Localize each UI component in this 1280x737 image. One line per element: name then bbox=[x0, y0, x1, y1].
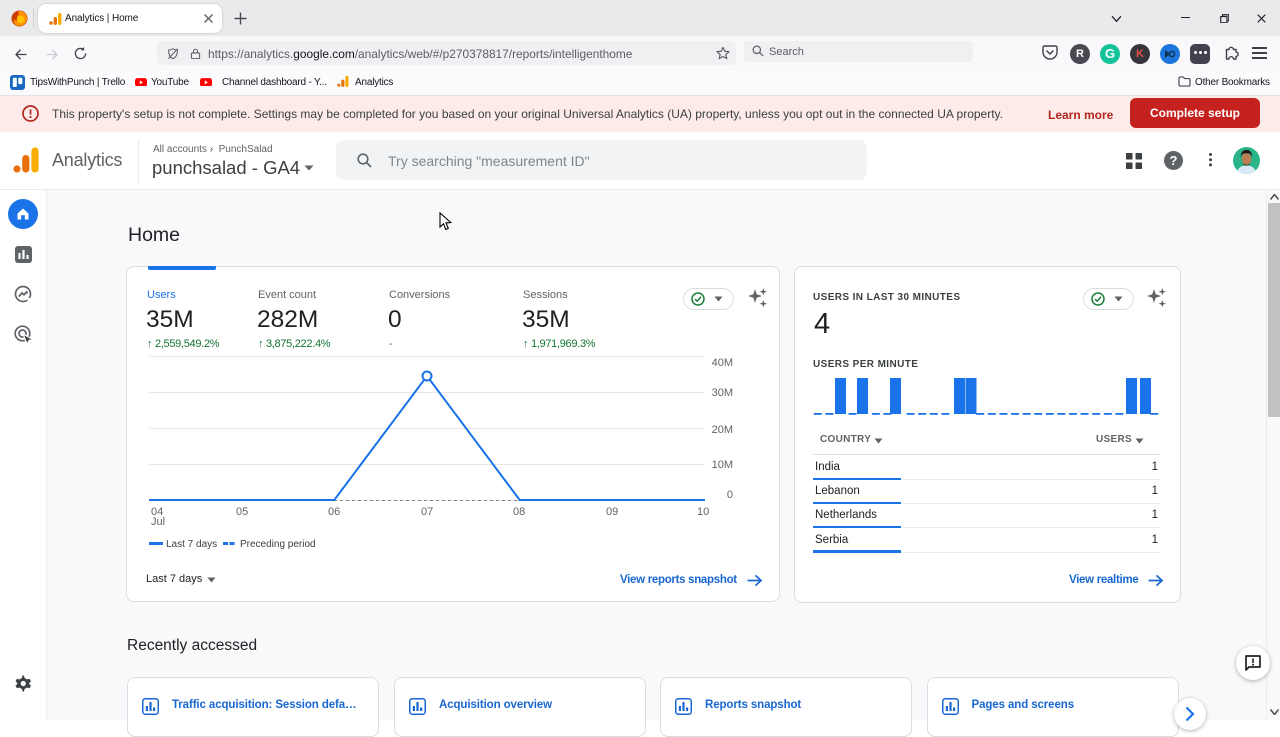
svg-text:10M: 10M bbox=[712, 459, 733, 471]
svg-text:04: 04 bbox=[151, 506, 163, 518]
svg-text:07: 07 bbox=[421, 506, 433, 518]
svg-text:10: 10 bbox=[697, 506, 709, 518]
svg-text:40M: 40M bbox=[712, 357, 733, 369]
svg-text:20M: 20M bbox=[712, 424, 733, 436]
svg-text:Jul: Jul bbox=[151, 516, 165, 525]
svg-text:0: 0 bbox=[727, 489, 733, 501]
svg-text:30M: 30M bbox=[712, 387, 733, 399]
svg-text:08: 08 bbox=[513, 506, 525, 518]
svg-text:05: 05 bbox=[236, 506, 248, 518]
svg-text:06: 06 bbox=[328, 506, 340, 518]
svg-text:09: 09 bbox=[606, 506, 618, 518]
